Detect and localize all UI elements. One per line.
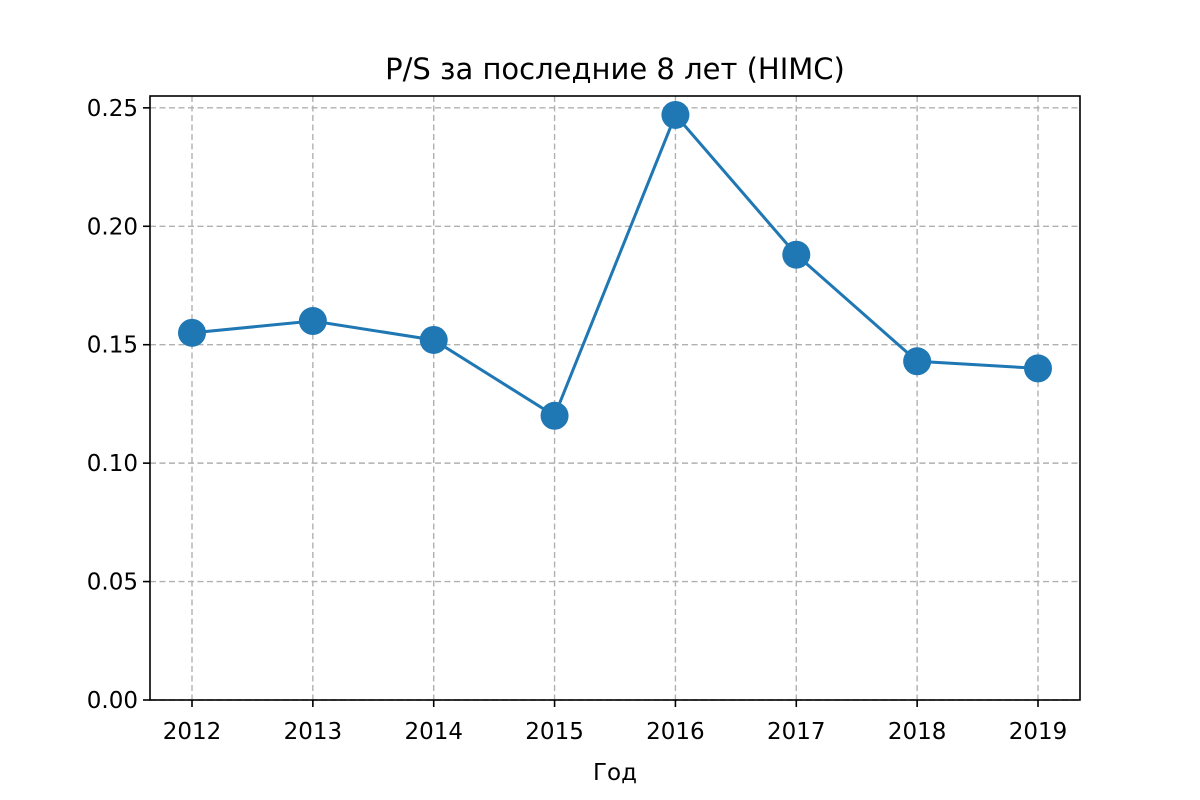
y-tick-label: 0.05 (87, 570, 138, 596)
y-tick-label: 0.20 (87, 214, 138, 240)
x-tick-label: 2016 (646, 719, 705, 745)
series-line (191, 112, 1039, 418)
y-tick-label: 0.15 (87, 333, 138, 359)
data-point (298, 307, 327, 336)
x-tick-label: 2014 (404, 719, 463, 745)
y-tick-label: 0.25 (87, 96, 138, 122)
x-tick-label: 2017 (767, 719, 826, 745)
x-tick-label: 2012 (163, 719, 222, 745)
data-point (903, 347, 932, 376)
y-tick-label: 0.10 (87, 451, 138, 477)
x-axis-ticks: 2012 2013 2014 2015 2016 2017 2018 2019 (163, 700, 1068, 745)
data-point (782, 240, 811, 269)
x-tick-label: 2013 (284, 719, 343, 745)
chart-title: P/S за последние 8 лет (HIMC) (385, 52, 845, 86)
x-tick-label: 2015 (525, 719, 584, 745)
series-line-group (191, 112, 1039, 418)
data-point (661, 100, 690, 129)
y-tick-label: 0.00 (87, 688, 138, 714)
data-point (540, 401, 569, 430)
data-points (178, 100, 1052, 430)
x-axis-label: Год (593, 760, 637, 786)
x-tick-label: 2019 (1009, 719, 1068, 745)
data-point (178, 318, 206, 347)
y-axis-ticks: 0.00 0.05 0.10 0.15 0.20 0.25 (87, 96, 150, 714)
data-point (1024, 354, 1052, 383)
x-tick-label: 2018 (888, 719, 947, 745)
plot-frame (149, 95, 1081, 701)
data-point (419, 325, 448, 354)
